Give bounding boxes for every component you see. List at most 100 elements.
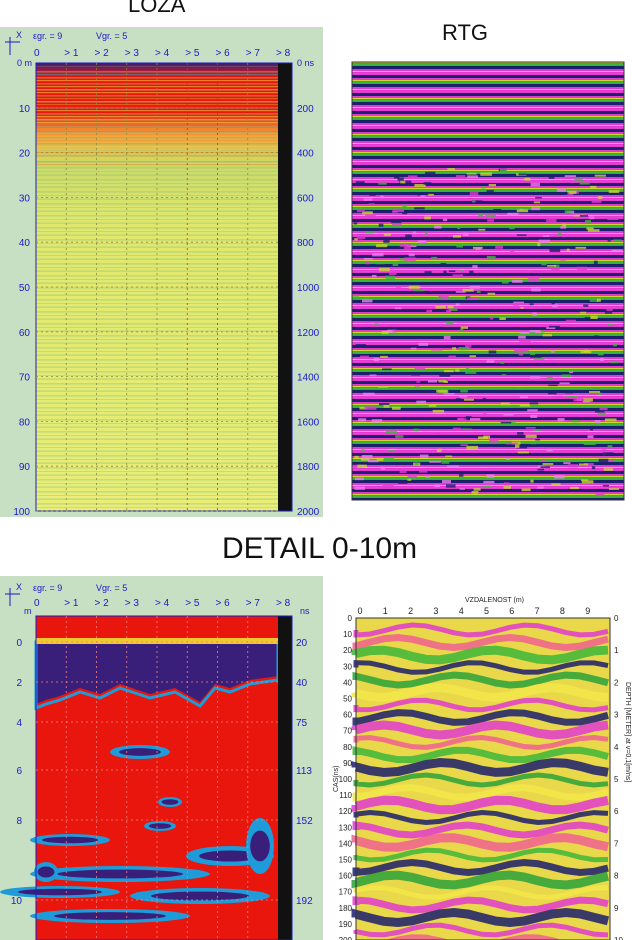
x-tick-label: > 1 bbox=[64, 598, 79, 609]
x-tick-label: 3 bbox=[433, 606, 438, 616]
loza-detail-colorbar bbox=[278, 616, 292, 940]
rtg-detail-ylabel-right: DEPTH [METER] at v=0,1[m/ns] bbox=[624, 682, 631, 782]
unit-left: 0 m bbox=[17, 58, 32, 68]
x-tick-label: > 3 bbox=[125, 48, 140, 59]
time-tick-label: 600 bbox=[297, 193, 314, 204]
y2-tick-label: 8 bbox=[614, 872, 619, 881]
x-tick-label: > 6 bbox=[216, 48, 231, 59]
y-tick-label: 90 bbox=[343, 759, 352, 768]
x-tick-label: 5 bbox=[484, 606, 489, 616]
depth-tick-label: 40 bbox=[19, 238, 31, 249]
svg-text:X: X bbox=[16, 582, 22, 592]
x-tick-label: 9 bbox=[585, 606, 590, 616]
y-tick-label: 30 bbox=[343, 662, 352, 671]
time-tick-label: 75 bbox=[296, 718, 308, 729]
rtg-detail-chart: VZDALENOST (m) 0 1 2 3 4 5 6 7 8 9010203040506070… bbox=[333, 597, 631, 940]
y-tick-label: 170 bbox=[339, 888, 353, 897]
y2-tick-label: 2 bbox=[614, 678, 619, 687]
x-tick-label: > 3 bbox=[125, 598, 140, 609]
x-tick-label: 6 bbox=[509, 606, 514, 616]
x-tick-label: 7 bbox=[535, 606, 540, 616]
time-tick-label: 192 bbox=[296, 896, 313, 907]
y2-tick-label: 3 bbox=[614, 711, 619, 720]
time-tick-label: 152 bbox=[296, 816, 313, 827]
y-tick-label: 10 bbox=[343, 630, 352, 639]
axes-corner-icon: X bbox=[5, 30, 22, 55]
rtg-heatmap bbox=[352, 62, 624, 500]
time-tick-label: 20 bbox=[296, 638, 308, 649]
x-tick-label: > 1 bbox=[64, 48, 79, 59]
time-tick-label: 113 bbox=[296, 766, 312, 777]
x-tick-label: > 2 bbox=[95, 48, 110, 59]
vgr-label: Vgr. = 5 bbox=[96, 583, 127, 593]
y-tick-label: 0 bbox=[348, 614, 353, 623]
rtg-title: RTG bbox=[442, 20, 489, 45]
y2-tick-label: 7 bbox=[614, 839, 619, 848]
x-tick-label: > 7 bbox=[246, 598, 261, 609]
depth-tick-label: 30 bbox=[19, 193, 31, 204]
x-tick-label: 1 bbox=[383, 606, 388, 616]
depth-tick-label: 8 bbox=[16, 816, 22, 827]
y-tick-label: 180 bbox=[339, 904, 353, 913]
depth-tick-label: 50 bbox=[19, 283, 31, 294]
time-tick-label: 1600 bbox=[297, 417, 320, 428]
y-tick-label: 140 bbox=[339, 839, 353, 848]
y2-tick-label: 6 bbox=[614, 807, 619, 816]
x-tick-label: 4 bbox=[459, 606, 464, 616]
y2-tick-label: 0 bbox=[614, 614, 619, 623]
x-tick-label: > 4 bbox=[155, 48, 170, 59]
x-tick-label: > 6 bbox=[216, 598, 231, 609]
y-tick-label: 150 bbox=[339, 856, 353, 865]
x-tick-label: > 5 bbox=[185, 598, 200, 609]
time-tick-label: 1200 bbox=[297, 328, 320, 339]
x-tick-label: > 5 bbox=[185, 48, 200, 59]
axes-corner-icon: X bbox=[5, 582, 22, 606]
time-tick-label: 200 bbox=[297, 104, 314, 115]
depth-tick-label: 20 bbox=[19, 149, 31, 160]
loza-colorbar bbox=[278, 63, 292, 511]
loza-detail-chart: 0 > 1 > 2 > 3 > 4 > 5 > 6 > 7 > 8 0 20 2 40 4 75 6 113 8 1… bbox=[0, 582, 313, 940]
time-tick-label: 40 bbox=[296, 678, 308, 689]
x-tick-label: 8 bbox=[560, 606, 565, 616]
x-tick-label: 0 bbox=[357, 606, 362, 616]
y-tick-label: 190 bbox=[339, 920, 353, 929]
y-tick-label: 40 bbox=[343, 678, 352, 687]
rtg-detail-ylabel: CAS(ns) bbox=[333, 766, 340, 792]
y-tick-label: 100 bbox=[339, 775, 353, 784]
depth-tick-label: 90 bbox=[19, 462, 31, 473]
y2-tick-label: 5 bbox=[614, 775, 619, 784]
y-tick-label: 200 bbox=[339, 936, 353, 940]
eps-label: εgr. = 9 bbox=[33, 583, 62, 593]
time-tick-label: 2000 bbox=[297, 507, 320, 517]
rtg-detail-panel: VZDALENOST (m) 0 1 2 3 4 5 6 7 8 9 0 10 20 30 40 50 60 70… bbox=[330, 592, 632, 940]
y-tick-label: 120 bbox=[339, 807, 353, 816]
rtg-panel bbox=[330, 48, 632, 508]
svg-text:X: X bbox=[16, 30, 22, 40]
depth-tick-label: 10 bbox=[19, 104, 31, 115]
y2-tick-label: 10 bbox=[614, 936, 623, 940]
depth-tick-label: 60 bbox=[19, 328, 31, 339]
time-tick-label: 400 bbox=[297, 149, 314, 160]
y-tick-label: 80 bbox=[343, 743, 352, 752]
eps-label: εgr. = 9 bbox=[33, 31, 62, 41]
y-tick-label: 130 bbox=[339, 823, 353, 832]
y-tick-label: 50 bbox=[343, 695, 352, 704]
depth-tick-label: 80 bbox=[19, 417, 31, 428]
y-tick-label: 60 bbox=[343, 711, 352, 720]
loza-detail-panel: 0 > 1 > 2 > 3 > 4 > 5 > 6 > 7 > 8 0 20 2 40 4 75 6 113 8 1… bbox=[0, 576, 323, 940]
x-tick-label: 2 bbox=[408, 606, 413, 616]
y2-tick-label: 4 bbox=[614, 743, 619, 752]
y-tick-label: 160 bbox=[339, 872, 353, 881]
loza-title: LOZA bbox=[128, 0, 186, 17]
time-tick-label: 800 bbox=[297, 238, 314, 249]
rtg-detail-xlabel: VZDALENOST (m) bbox=[465, 597, 524, 604]
x-tick-label: > 4 bbox=[155, 598, 170, 609]
x-tick-label: > 7 bbox=[246, 48, 261, 59]
depth-tick-label: 4 bbox=[16, 718, 22, 729]
loza-panel: 0 > 1 > 2 > 3 > 4 > 5 > 6 > 7 > 8 10 200 20 400 30 600… bbox=[0, 27, 323, 517]
x-tick-label: > 2 bbox=[95, 598, 110, 609]
y-tick-label: 110 bbox=[339, 791, 352, 800]
x-tick-label: > 8 bbox=[276, 48, 291, 59]
unit-right: ns bbox=[300, 606, 310, 616]
